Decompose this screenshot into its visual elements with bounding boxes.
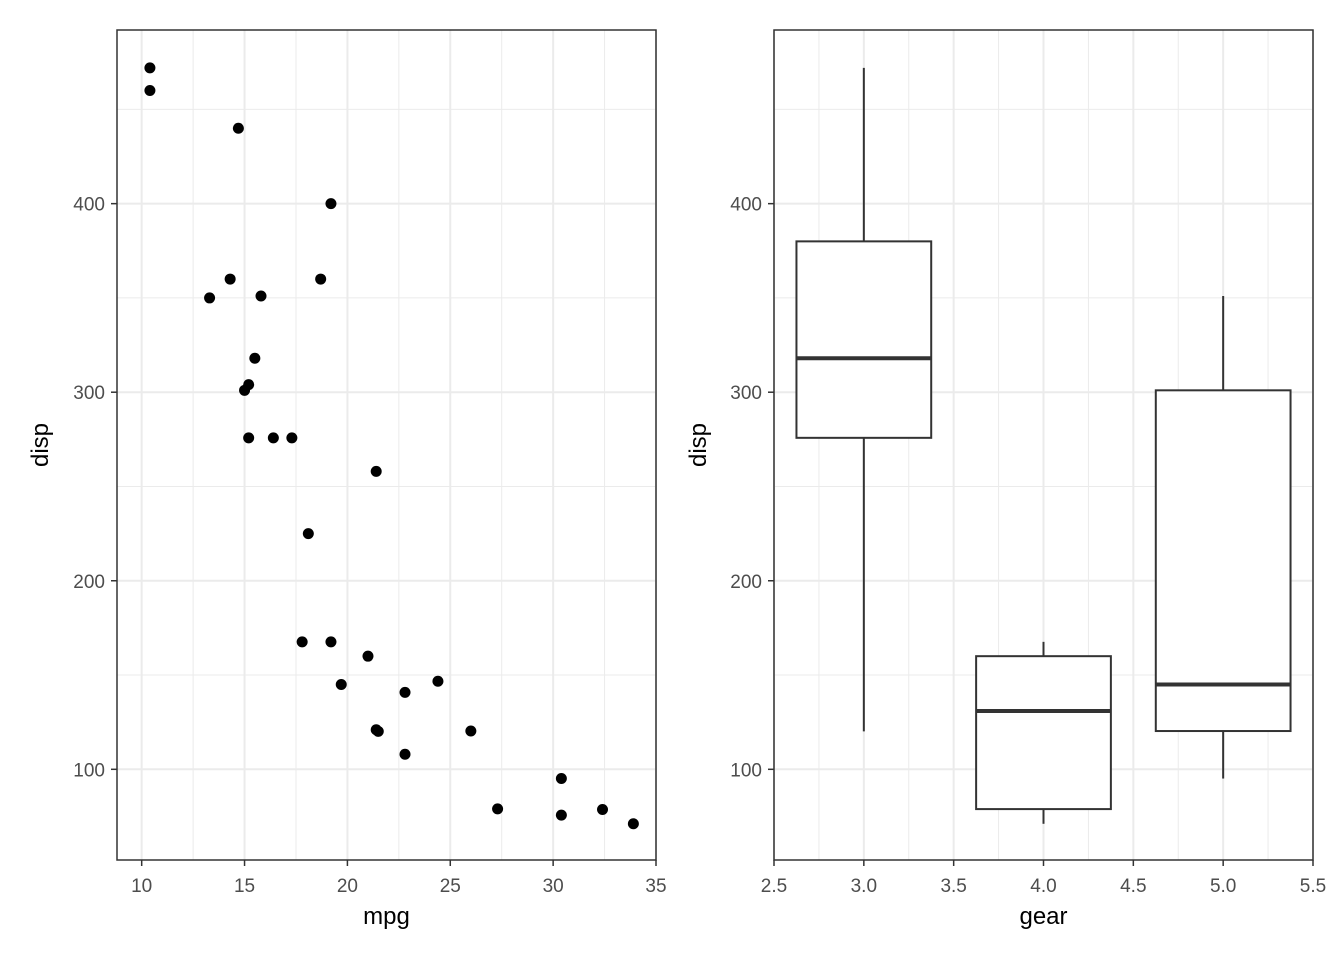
x-tick-label: 10 — [131, 876, 152, 897]
x-tick-label: 4.0 — [1030, 876, 1056, 897]
scatter-point — [399, 748, 411, 760]
scatter-point — [465, 725, 477, 737]
box-body — [1154, 389, 1292, 733]
scatter-point — [243, 432, 255, 444]
scatter-point — [249, 352, 261, 364]
x-tick-label: 3.0 — [851, 876, 877, 897]
y-tick-label: 100 — [730, 760, 762, 781]
scatter-point — [399, 686, 411, 698]
y-tick-label: 200 — [730, 572, 762, 593]
scatter-point — [232, 122, 244, 134]
x-tick-label: 3.5 — [940, 876, 966, 897]
scatter-point — [286, 432, 298, 444]
y-axis-title: disp — [27, 423, 54, 467]
y-tick-label: 300 — [73, 383, 105, 404]
x-tick-label: 4.5 — [1120, 876, 1146, 897]
box-body — [795, 240, 933, 439]
scatter-point — [370, 465, 382, 477]
y-tick-label: 100 — [73, 760, 105, 781]
scatter-point — [335, 678, 347, 690]
x-tick-label: 30 — [543, 876, 564, 897]
scatter-point — [597, 803, 609, 815]
panel-background — [117, 30, 656, 860]
scatter-point — [432, 675, 444, 687]
scatter-point — [492, 803, 504, 815]
y-tick-label: 400 — [73, 195, 105, 216]
panel-border — [116, 29, 657, 861]
scatter-point — [555, 773, 567, 785]
scatter-point — [627, 818, 639, 830]
x-tick-label: 25 — [440, 876, 461, 897]
x-tick-label: 5.0 — [1210, 876, 1236, 897]
scatter-point — [296, 636, 308, 648]
scatter-point — [325, 198, 337, 210]
scatter-point — [255, 290, 267, 302]
x-axis-title: mpg — [363, 903, 410, 930]
x-tick-label: 35 — [645, 876, 666, 897]
scatter-point — [144, 85, 156, 97]
y-axis-title: disp — [685, 423, 712, 467]
boxplot-panel: 2.5 3.0 3.5 4.0 4.5 5.0 5.5 100 200 300 400 gear dis… — [685, 29, 1326, 930]
x-axis-title: gear — [1019, 903, 1067, 930]
x-tick-label: 15 — [234, 876, 255, 897]
scatter-point — [144, 62, 156, 74]
y-tick-label: 200 — [73, 572, 105, 593]
scatter-point — [362, 650, 374, 662]
x-tick-label: 20 — [337, 876, 358, 897]
scatter-point — [315, 273, 327, 285]
scatter-point — [267, 432, 279, 444]
scatter-point — [555, 809, 567, 821]
box-body — [975, 655, 1112, 811]
scatter-panel: 10 15 20 25 30 35 100 200 300 400 mpg disp — [27, 29, 667, 930]
y-tick-label: 400 — [730, 195, 762, 216]
scatter-point — [325, 636, 337, 648]
x-tick-label: 2.5 — [761, 876, 787, 897]
scatter-point — [302, 528, 314, 540]
y-tick-label: 300 — [730, 383, 762, 404]
x-tick-label: 5.5 — [1300, 876, 1326, 897]
scatter-point — [239, 384, 251, 396]
scatter-point — [204, 292, 216, 304]
scatter-point — [224, 273, 236, 285]
scatter-point — [372, 725, 384, 737]
